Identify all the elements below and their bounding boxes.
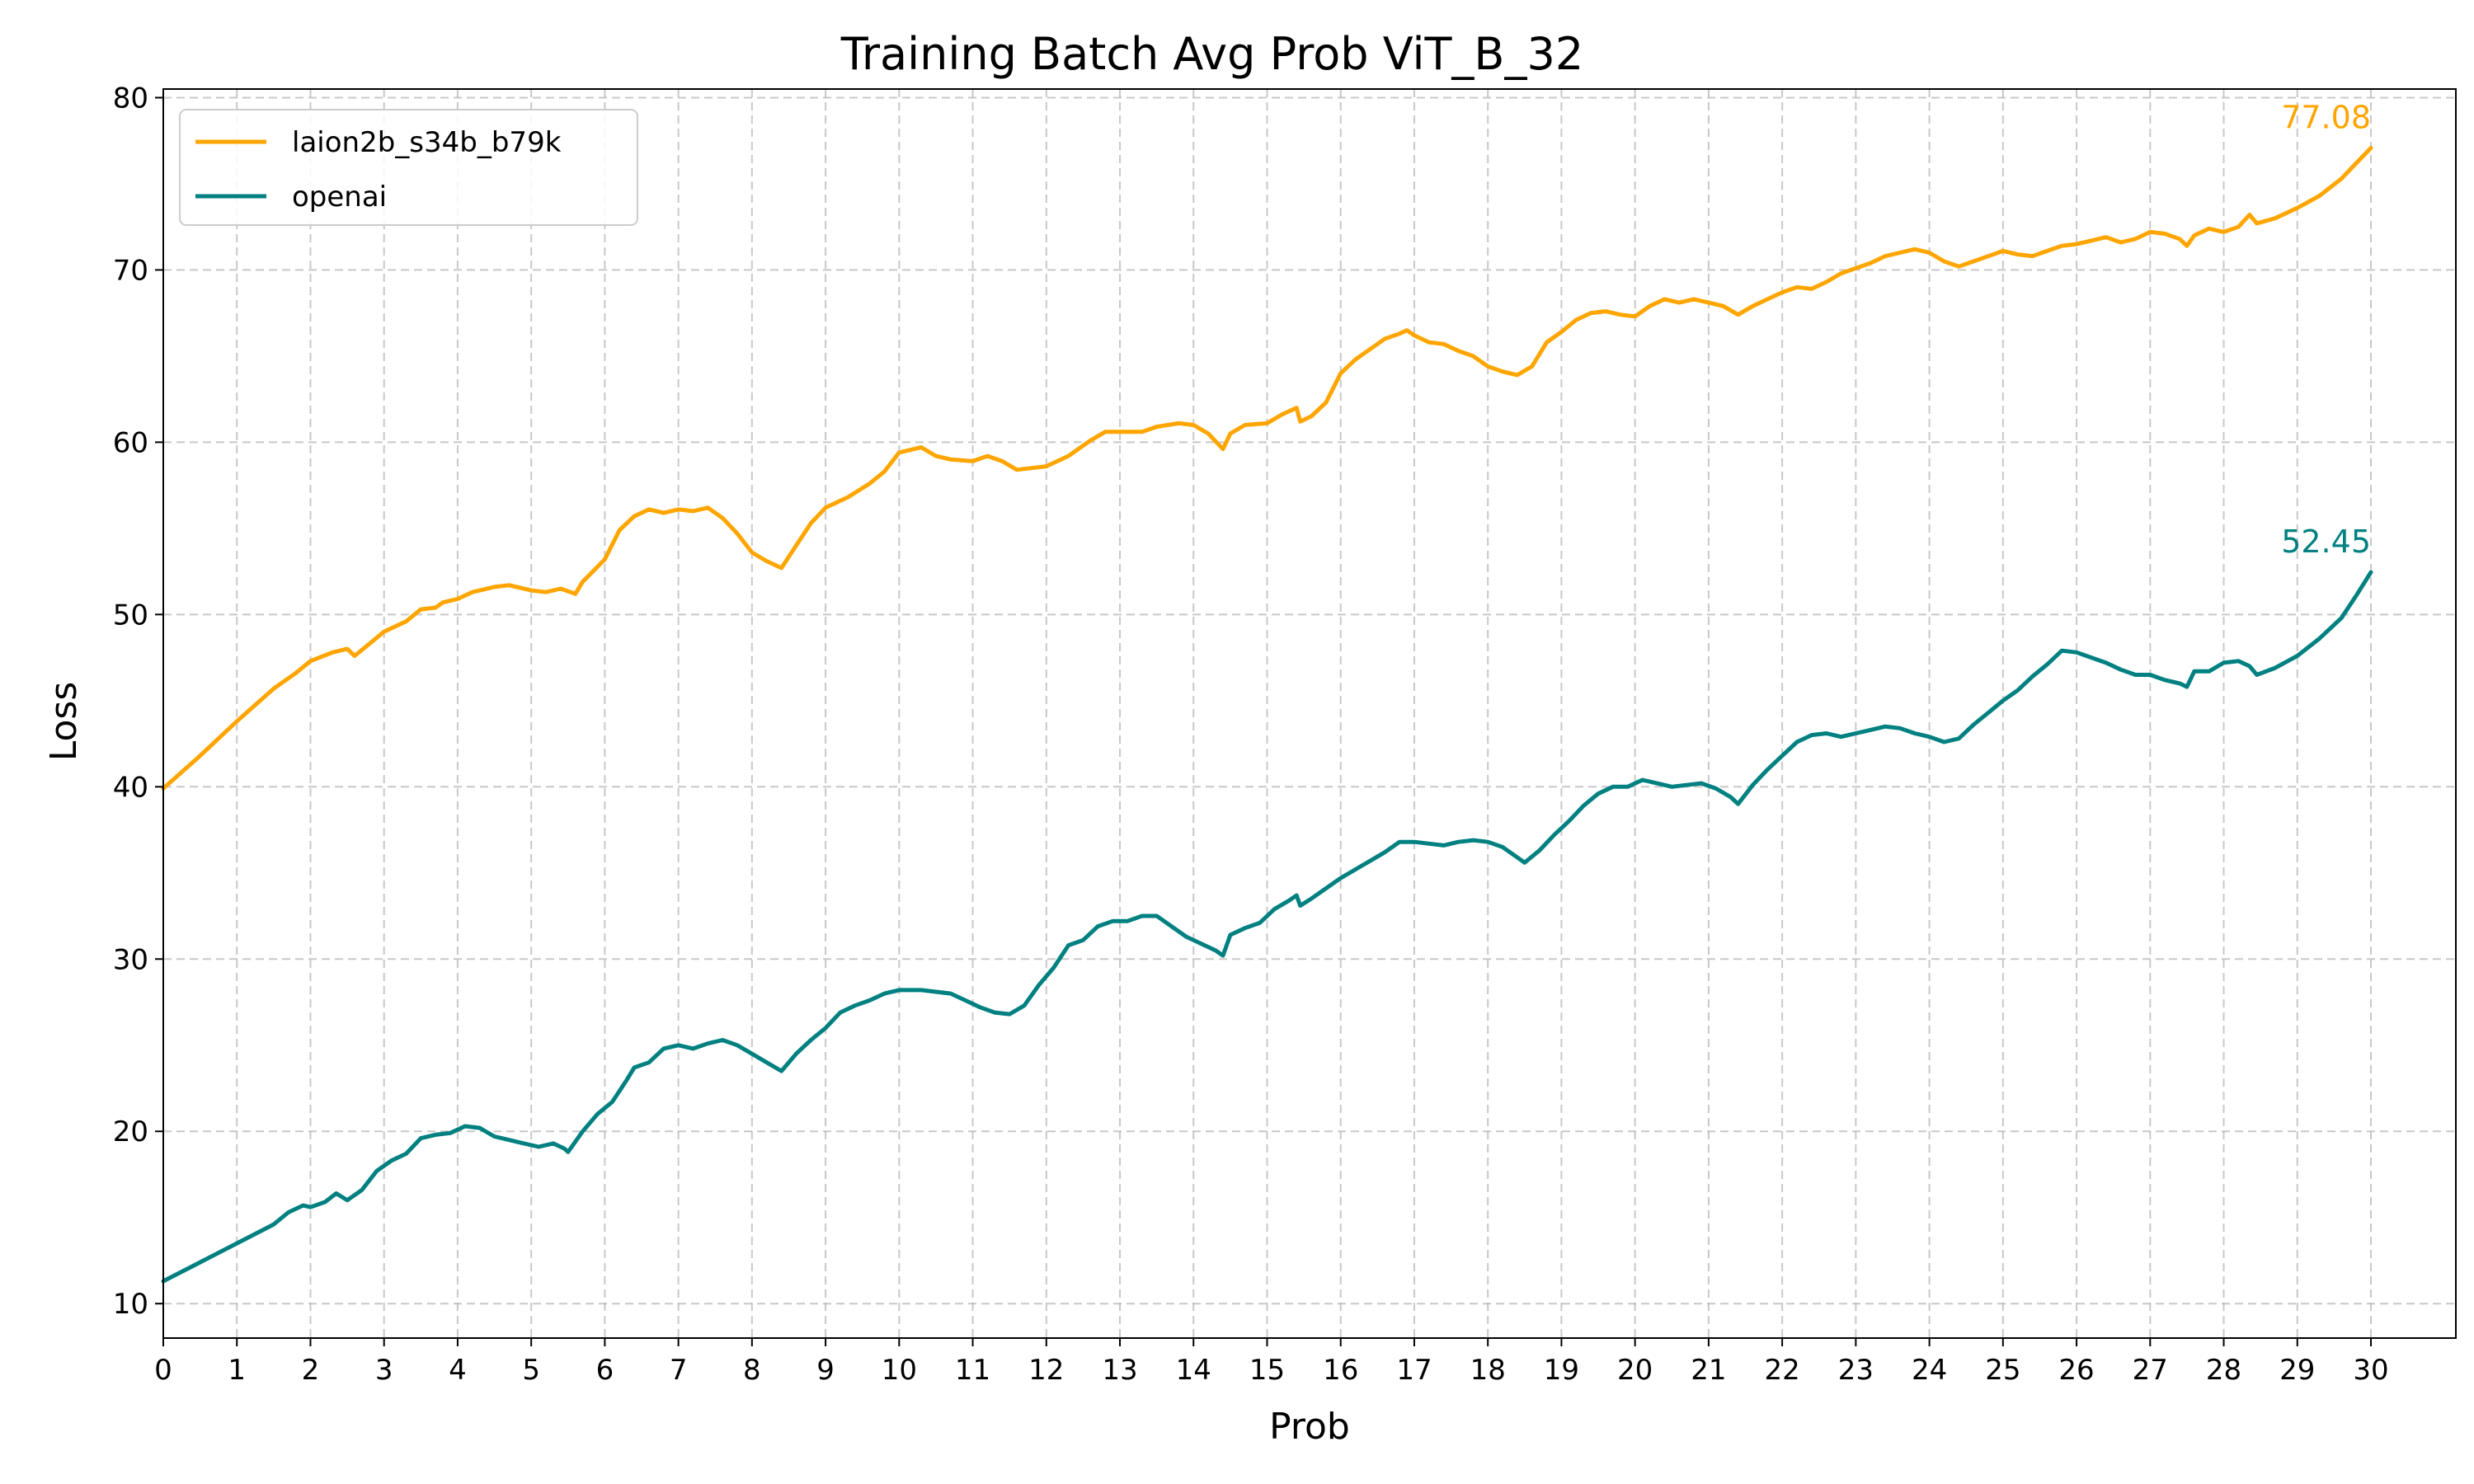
y-tick-label: 40 [113,771,148,804]
legend: laion2b_s34b_b79k openai [179,109,638,226]
x-tick-label: 29 [2279,1354,2315,1387]
x-axis-ticks: 0 1 2 3 4 5 6 7 8 9 10 11 12 13 14 15 16 17 18 19 20 21 22 23 24… [154,1338,2389,1387]
x-tick-label: 3 [375,1354,393,1387]
x-tick-label: 0 [154,1354,172,1387]
y-tick-label: 70 [113,254,148,287]
end-value-labels: 77.08 52.45 [2281,99,2371,560]
series-line-0 [161,146,2373,791]
x-tick-label: 19 [1544,1354,1579,1387]
plot-area-frame [162,88,2457,1339]
y-tick-label: 60 [113,426,148,459]
x-tick-label: 18 [1470,1354,1506,1387]
end-value-label: 77.08 [2281,99,2371,135]
x-tick-label: 28 [2206,1354,2241,1387]
end-value-label: 52.45 [2281,524,2371,560]
x-tick-label: 24 [1912,1354,1947,1387]
y-tick-label: 80 [113,82,148,115]
x-tick-label: 5 [522,1354,540,1387]
x-tick-label: 13 [1102,1354,1137,1387]
y-axis-label: Loss [43,682,85,762]
x-tick-label: 8 [743,1354,761,1387]
x-tick-label: 21 [1691,1354,1726,1387]
x-tick-label: 14 [1176,1354,1211,1387]
x-tick-label: 7 [670,1354,688,1387]
x-tick-label: 27 [2133,1354,2168,1387]
legend-box [179,109,638,226]
grid-lines [162,89,2456,1338]
x-tick-label: 10 [882,1354,917,1387]
x-tick-label: 9 [816,1354,835,1387]
y-tick-label: 20 [113,1115,148,1148]
y-tick-label: 10 [113,1288,148,1321]
x-tick-label: 15 [1249,1354,1285,1387]
x-tick-label: 22 [1765,1354,1800,1387]
x-tick-label: 16 [1323,1354,1358,1387]
x-tick-label: 6 [596,1354,614,1387]
x-tick-label: 23 [1838,1354,1874,1387]
x-tick-label: 20 [1617,1354,1653,1387]
x-tick-label: 11 [955,1354,990,1387]
x-tick-label: 26 [2058,1354,2094,1387]
series-layer [161,146,2373,1284]
x-tick-label: 17 [1396,1354,1432,1387]
x-tick-label: 1 [228,1354,246,1387]
x-tick-label: 25 [1985,1354,2020,1387]
chart-title: Training Batch Avg Prob ViT_B_32 [840,28,1583,80]
x-tick-label: 30 [2353,1354,2388,1387]
y-tick-label: 50 [113,599,148,632]
series-line-1 [161,570,2373,1284]
legend-label-laion2b: laion2b_s34b_b79k [292,126,562,159]
x-tick-label: 4 [449,1354,467,1387]
y-tick-label: 30 [113,943,148,976]
y-axis-ticks: 10 20 30 40 50 60 70 80 [113,82,163,1321]
x-tick-label: 2 [302,1354,320,1387]
x-tick-label: 12 [1028,1354,1064,1387]
legend-label-openai: openai [292,181,387,214]
x-axis-label: Prob [1269,1406,1350,1448]
